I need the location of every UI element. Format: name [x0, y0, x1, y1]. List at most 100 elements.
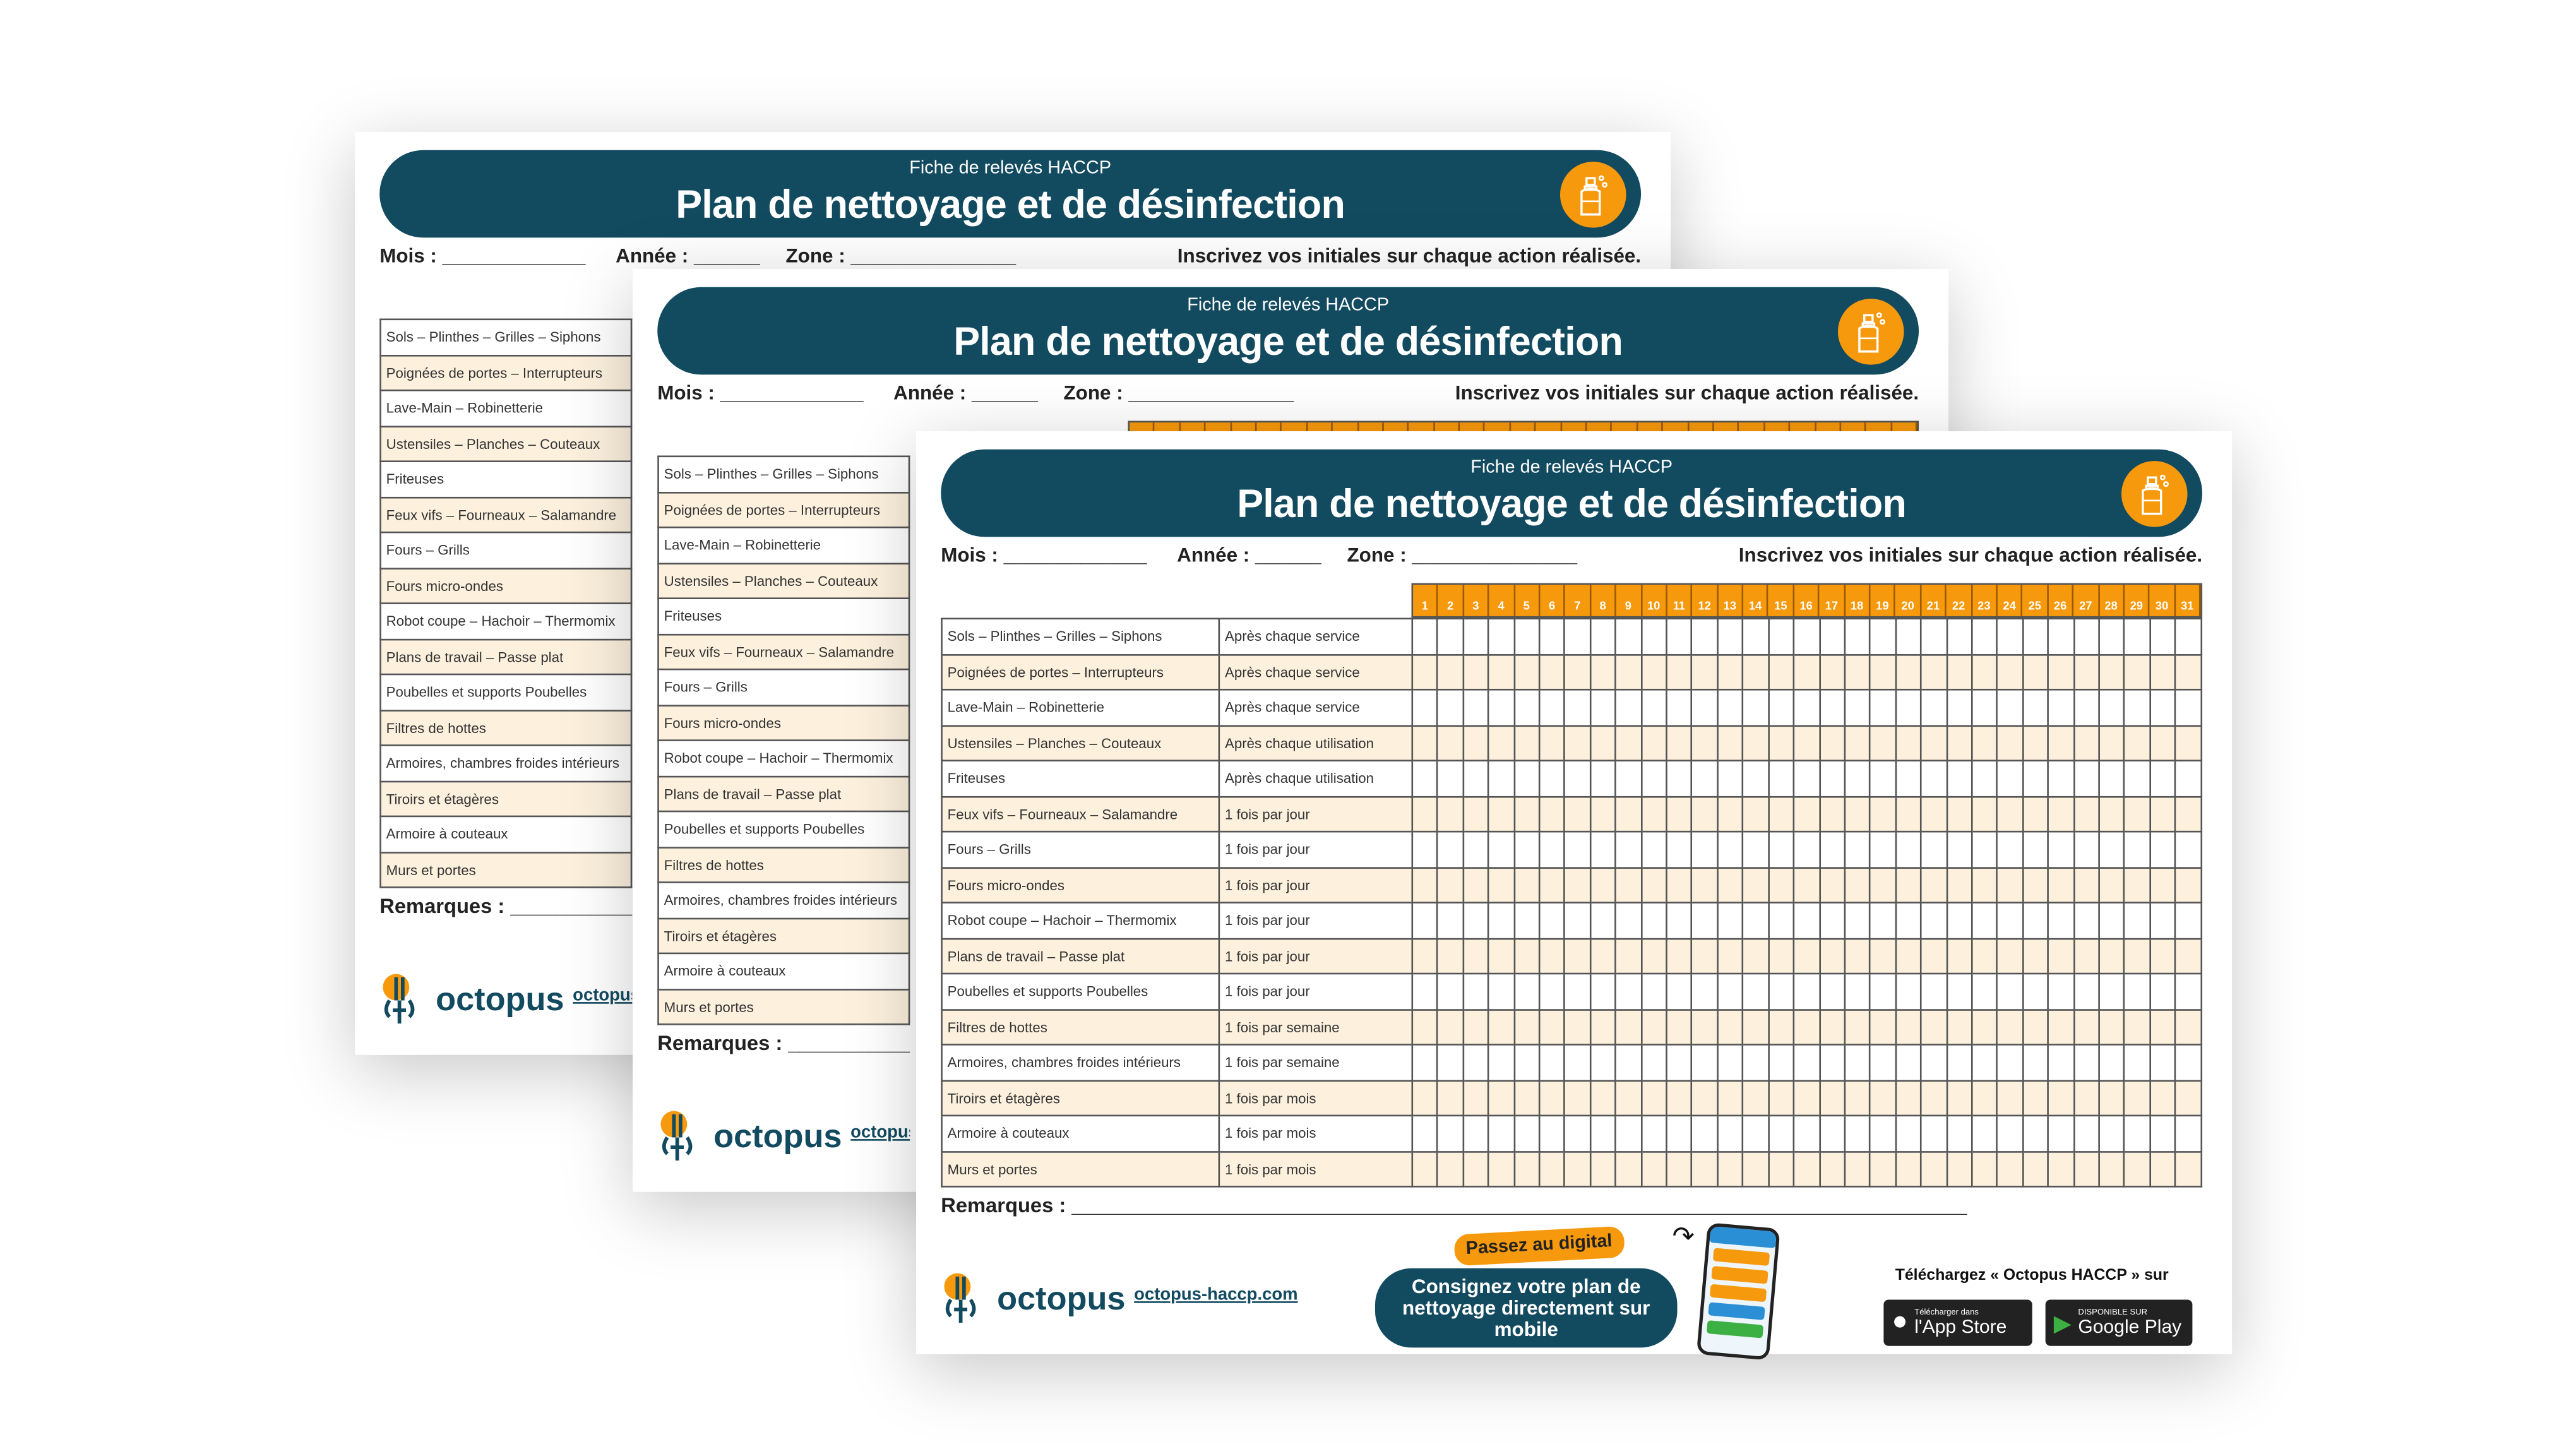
initials-cell[interactable] [2072, 653, 2100, 691]
initials-cell[interactable] [1767, 760, 1795, 797]
initials-cell[interactable] [2098, 972, 2126, 1010]
initials-cell[interactable] [1488, 688, 1515, 726]
initials-cell[interactable] [1436, 688, 1464, 726]
initials-cell[interactable] [2047, 830, 2075, 868]
initials-cell[interactable] [1666, 1044, 1693, 1081]
initials-cell[interactable] [1869, 688, 1897, 726]
initials-cell[interactable] [1844, 972, 1871, 1010]
initials-cell[interactable] [2123, 1114, 2151, 1152]
initials-cell[interactable] [2072, 972, 2100, 1010]
initials-cell[interactable] [1818, 830, 1846, 868]
initials-cell[interactable] [2022, 724, 2049, 761]
initials-cell[interactable] [1691, 1150, 1719, 1188]
initials-cell[interactable] [1488, 1114, 1515, 1152]
initials-cell[interactable] [2022, 760, 2049, 797]
initials-cell[interactable] [1894, 866, 1922, 903]
initials-cell[interactable] [1996, 688, 2024, 726]
initials-cell[interactable] [1411, 617, 1439, 655]
initials-cell[interactable] [2022, 688, 2049, 726]
initials-cell[interactable] [1716, 760, 1744, 797]
initials-cell[interactable] [1411, 1044, 1439, 1081]
initials-cell[interactable] [1640, 724, 1668, 761]
initials-cell[interactable] [1564, 1079, 1592, 1117]
initials-cell[interactable] [1691, 724, 1719, 761]
initials-cell[interactable] [1742, 1008, 1770, 1046]
initials-cell[interactable] [1614, 688, 1642, 726]
initials-cell[interactable] [1488, 866, 1515, 903]
initials-cell[interactable] [2098, 1079, 2126, 1117]
initials-cell[interactable] [1589, 617, 1617, 655]
initials-cell[interactable] [2047, 1079, 2075, 1117]
initials-cell[interactable] [1538, 1150, 1566, 1188]
initials-cell[interactable] [1844, 724, 1871, 761]
initials-cell[interactable] [1462, 760, 1490, 797]
initials-cell[interactable] [1792, 688, 1820, 726]
initials-cell[interactable] [2123, 617, 2151, 655]
google-play-badge[interactable]: ▶ DISPONIBLE SUR Google Play [2045, 1299, 2193, 1346]
initials-cell[interactable] [1844, 830, 1871, 868]
initials-cell[interactable] [1513, 866, 1541, 903]
initials-cell[interactable] [1844, 1079, 1871, 1117]
initials-cell[interactable] [1411, 830, 1439, 868]
initials-cell[interactable] [1920, 653, 1948, 691]
initials-cell[interactable] [1945, 937, 1973, 975]
initials-cell[interactable] [1411, 1079, 1439, 1117]
initials-cell[interactable] [1513, 617, 1541, 655]
initials-cell[interactable] [2123, 760, 2151, 797]
initials-cell[interactable] [1436, 795, 1464, 833]
initials-cell[interactable] [1538, 830, 1566, 868]
initials-cell[interactable] [1844, 902, 1871, 939]
initials-cell[interactable] [2047, 724, 2075, 761]
initials-cell[interactable] [1589, 688, 1617, 726]
initials-cell[interactable] [2174, 795, 2203, 833]
initials-cell[interactable] [1411, 653, 1439, 691]
initials-cell[interactable] [1996, 902, 2024, 939]
initials-cell[interactable] [1614, 653, 1642, 691]
initials-cell[interactable] [1589, 937, 1617, 975]
initials-cell[interactable] [1742, 1114, 1770, 1152]
initials-cell[interactable] [2072, 1008, 2100, 1046]
initials-cell[interactable] [1513, 653, 1541, 691]
initials-cell[interactable] [1640, 795, 1668, 833]
initials-cell[interactable] [1716, 1008, 1744, 1046]
initials-cell[interactable] [1869, 1114, 1897, 1152]
initials-cell[interactable] [1666, 1150, 1693, 1188]
initials-cell[interactable] [2072, 688, 2100, 726]
initials-cell[interactable] [1564, 760, 1592, 797]
initials-cell[interactable] [2149, 972, 2176, 1010]
initials-cell[interactable] [1411, 795, 1439, 833]
initials-cell[interactable] [1564, 617, 1592, 655]
initials-cell[interactable] [1971, 1079, 1998, 1117]
initials-cell[interactable] [1716, 688, 1744, 726]
initials-cell[interactable] [1513, 1150, 1541, 1188]
initials-cell[interactable] [2047, 688, 2075, 726]
initials-cell[interactable] [1945, 902, 1973, 939]
initials-cell[interactable] [2123, 724, 2151, 761]
initials-cell[interactable] [2072, 1114, 2100, 1152]
initials-cell[interactable] [1844, 1150, 1871, 1188]
initials-cell[interactable] [1666, 972, 1693, 1010]
initials-cell[interactable] [1538, 1079, 1566, 1117]
initials-cell[interactable] [2123, 795, 2151, 833]
initials-cell[interactable] [1945, 866, 1973, 903]
initials-cell[interactable] [2123, 972, 2151, 1010]
initials-cell[interactable] [1716, 1150, 1744, 1188]
initials-cell[interactable] [2098, 1150, 2126, 1188]
initials-cell[interactable] [1614, 724, 1642, 761]
initials-cell[interactable] [1945, 760, 1973, 797]
initials-cell[interactable] [2174, 1044, 2203, 1081]
initials-cell[interactable] [1589, 1079, 1617, 1117]
initials-cell[interactable] [2123, 866, 2151, 903]
initials-cell[interactable] [1792, 795, 1820, 833]
initials-cell[interactable] [1488, 760, 1515, 797]
initials-cell[interactable] [1894, 902, 1922, 939]
initials-cell[interactable] [1589, 653, 1617, 691]
initials-cell[interactable] [2072, 1044, 2100, 1081]
initials-cell[interactable] [1945, 688, 1973, 726]
initials-cell[interactable] [1920, 724, 1948, 761]
initials-cell[interactable] [1767, 830, 1795, 868]
initials-cell[interactable] [1564, 937, 1592, 975]
initials-cell[interactable] [1945, 653, 1973, 691]
initials-cell[interactable] [1920, 688, 1948, 726]
initials-cell[interactable] [2098, 688, 2126, 726]
